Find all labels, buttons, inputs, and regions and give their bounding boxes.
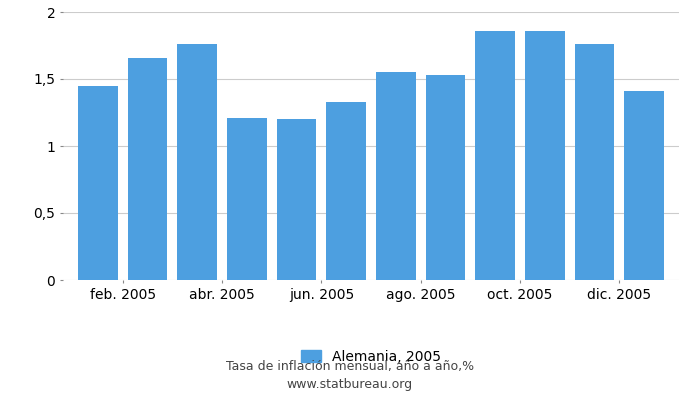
Bar bbox=[426, 75, 466, 280]
Bar bbox=[475, 31, 515, 280]
Text: www.statbureau.org: www.statbureau.org bbox=[287, 378, 413, 391]
Bar bbox=[127, 58, 167, 280]
Text: Tasa de inflación mensual, año a año,%: Tasa de inflación mensual, año a año,% bbox=[226, 360, 474, 373]
Bar bbox=[525, 31, 565, 280]
Bar bbox=[624, 91, 664, 280]
Bar bbox=[575, 44, 615, 280]
Bar bbox=[326, 102, 366, 280]
Bar bbox=[78, 86, 118, 280]
Bar bbox=[276, 119, 316, 280]
Legend: Alemania, 2005: Alemania, 2005 bbox=[295, 344, 447, 370]
Bar bbox=[227, 118, 267, 280]
Bar bbox=[376, 72, 416, 280]
Bar bbox=[177, 44, 217, 280]
